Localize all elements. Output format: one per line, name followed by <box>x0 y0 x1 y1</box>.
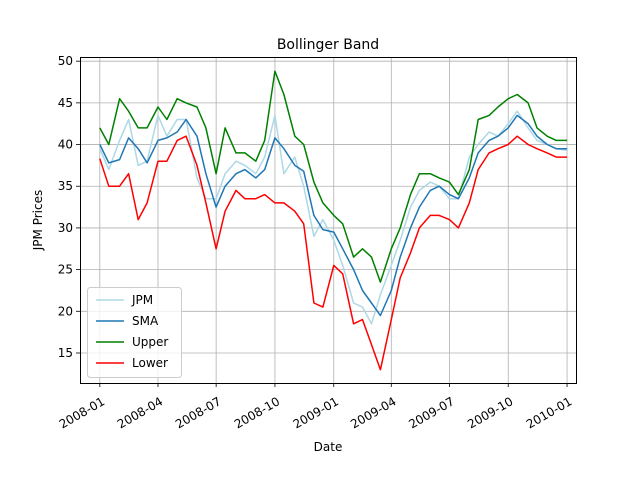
y-tick-label: 40 <box>58 138 73 152</box>
grid <box>80 57 576 383</box>
legend: JPM SMA Upper Lower <box>87 287 182 378</box>
legend-box <box>87 287 182 378</box>
series-line-lower <box>99 135 568 371</box>
y-tick-label: 50 <box>58 54 73 68</box>
y-tick-label: 25 <box>58 263 73 277</box>
x-axis-label: Date <box>314 440 343 454</box>
y-axis-label: JPM Prices <box>31 190 45 251</box>
y-tick-label: 20 <box>58 304 73 318</box>
y-tick-label: 30 <box>58 221 73 235</box>
series-line-sma <box>99 114 568 317</box>
legend-label-upper: Upper <box>132 335 168 349</box>
y-tick-label: 45 <box>58 96 73 110</box>
plot-frame <box>80 57 577 384</box>
chart-title: Bollinger Band <box>277 37 379 53</box>
series-line-upper <box>99 70 568 283</box>
legend-label-jpm: JPM <box>131 293 153 307</box>
y-tick-label: 15 <box>58 346 73 360</box>
series-layer <box>99 70 568 371</box>
series-line-jpm <box>99 110 568 325</box>
legend-label-sma: SMA <box>132 314 159 328</box>
y-tick-label: 35 <box>58 179 73 193</box>
legend-label-lower: Lower <box>132 356 168 370</box>
